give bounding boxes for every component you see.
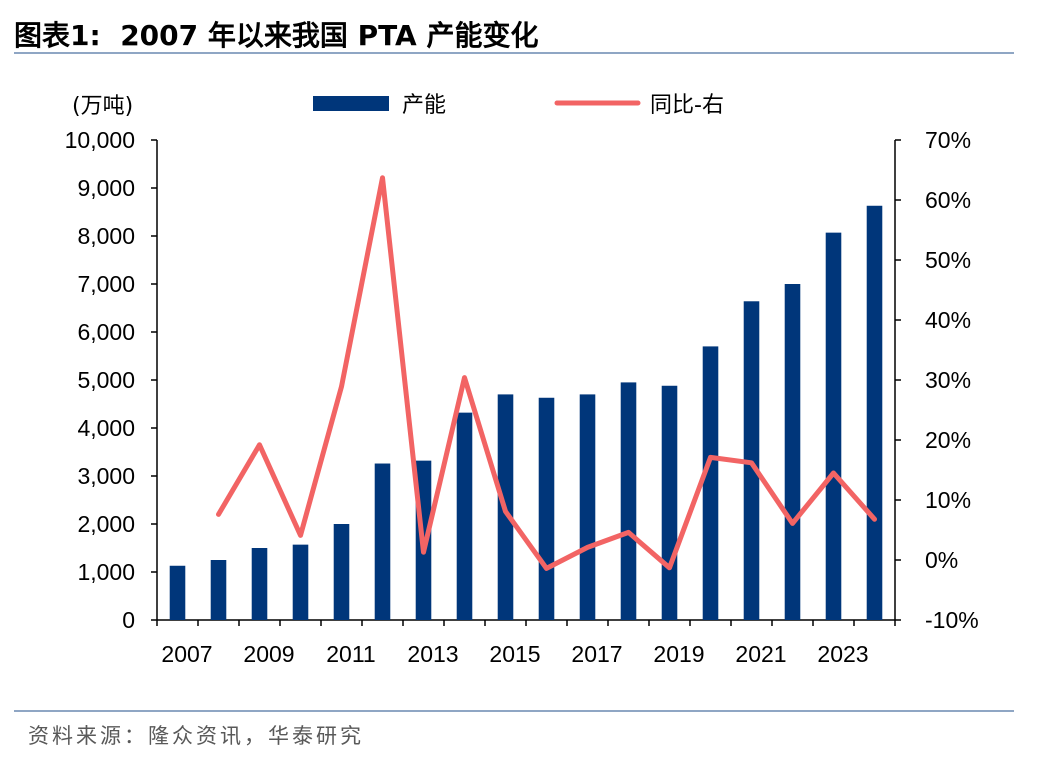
x-axis-tick-label: 2017 <box>571 641 622 667</box>
right-axis-tick-label: 40% <box>925 307 971 333</box>
bar-2014 <box>456 412 473 620</box>
bottom-divider <box>14 710 1014 712</box>
bar-2011 <box>333 524 350 620</box>
bar-2017 <box>579 394 596 620</box>
bar-2008 <box>210 560 227 620</box>
left-axis-tick-label: 5,000 <box>77 367 135 393</box>
x-axis-tick-label: 2007 <box>161 641 212 667</box>
figure-title: 图表1: 2007 年以来我国 PTA 产能变化 <box>14 14 538 54</box>
left-axis-tick-label: 6,000 <box>77 319 135 345</box>
figure-title-text: 2007 年以来我国 PTA 产能变化 <box>120 19 539 52</box>
bar-2019 <box>661 385 678 620</box>
bar-2023 <box>825 232 842 620</box>
top-divider <box>14 52 1014 54</box>
line-series <box>216 175 877 571</box>
right-axis-tick-label: 20% <box>925 427 971 453</box>
bar-2009 <box>251 548 268 620</box>
x-axis-tick-label: 2019 <box>653 641 704 667</box>
bar-2024 <box>866 205 883 620</box>
bar-2010 <box>292 544 309 620</box>
x-axis-tick-label: 2021 <box>735 641 786 667</box>
left-axis-tick-label: 1,000 <box>77 559 135 585</box>
right-axis-tick-label: -10% <box>925 607 979 633</box>
chart: (万吨) 产能 同比-右 0 1,000 2,000 3,000 4,000 5,000 6,… <box>65 93 979 667</box>
legend-label-capacity: 产能 <box>402 93 446 118</box>
right-axis-tick-label: 10% <box>925 487 971 513</box>
left-axis-tick-label: 8,000 <box>77 223 135 249</box>
bar-2022 <box>784 284 801 620</box>
figure-title-prefix: 图表1: <box>14 19 101 52</box>
source-note: 资料来源：隆众资讯，华泰研究 <box>28 724 364 748</box>
bar-2018 <box>620 382 637 620</box>
legend-swatch-capacity <box>313 96 389 111</box>
right-axis-tick-label: 30% <box>925 367 971 393</box>
left-axis-tick-label: 7,000 <box>77 271 135 297</box>
x-axis-tick-label: 2023 <box>817 641 868 667</box>
left-axis: 0 1,000 2,000 3,000 4,000 5,000 6,000 7,000 8,00… <box>65 127 158 633</box>
right-axis-tick-label: 60% <box>925 187 971 213</box>
bar-2007 <box>169 565 186 620</box>
legend-label-yoy: 同比-右 <box>650 93 724 118</box>
right-axis-tick-label: 50% <box>925 247 971 273</box>
right-axis-tick-label: 0% <box>925 547 958 573</box>
bar-2012 <box>374 463 391 620</box>
right-axis: -10% 0% 10% 20% 30% 40% 50% 60% 70% <box>894 127 979 633</box>
left-axis-unit-label: (万吨) <box>72 94 133 119</box>
right-axis-tick-label: 70% <box>925 127 971 153</box>
bar-series <box>169 205 883 620</box>
left-axis-tick-label: 0 <box>122 607 135 633</box>
legend: 产能 同比-右 <box>313 93 724 118</box>
x-axis: 2007 2009 2011 2013 2015 2017 2019 2021 2023 <box>156 619 896 667</box>
x-axis-tick-label: 2011 <box>326 641 375 667</box>
left-axis-tick-label: 3,000 <box>77 463 135 489</box>
bar-2020 <box>702 346 719 620</box>
x-axis-tick-label: 2013 <box>407 641 458 667</box>
left-axis-tick-label: 9,000 <box>77 175 135 201</box>
left-axis-tick-label: 10,000 <box>65 127 135 153</box>
left-axis-tick-label: 4,000 <box>77 415 135 441</box>
left-axis-tick-label: 2,000 <box>77 511 135 537</box>
x-axis-tick-label: 2015 <box>489 641 540 667</box>
bar-2016 <box>538 397 555 620</box>
x-axis-tick-label: 2009 <box>243 641 294 667</box>
